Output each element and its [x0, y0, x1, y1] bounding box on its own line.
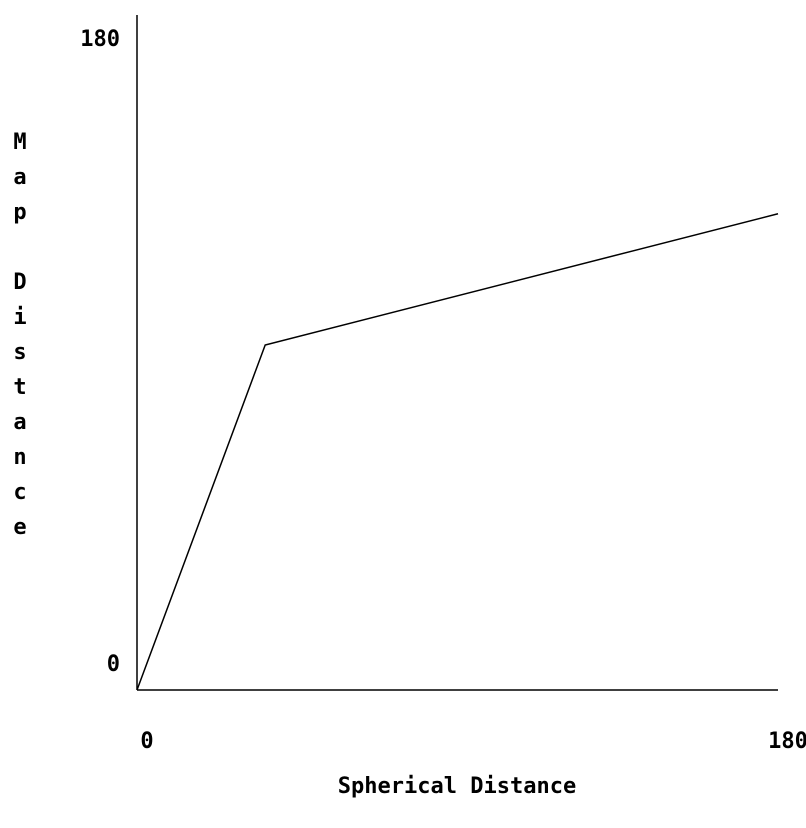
y-tick-label: 0: [107, 652, 120, 677]
y-tick-label: 180: [80, 27, 120, 52]
x-axis-label: Spherical Distance: [338, 774, 576, 799]
x-tick-label: 180: [768, 729, 806, 754]
x-tick-label: 0: [140, 729, 153, 754]
line: [136, 213, 779, 691]
y-axis-label: Map Distance: [8, 130, 33, 550]
